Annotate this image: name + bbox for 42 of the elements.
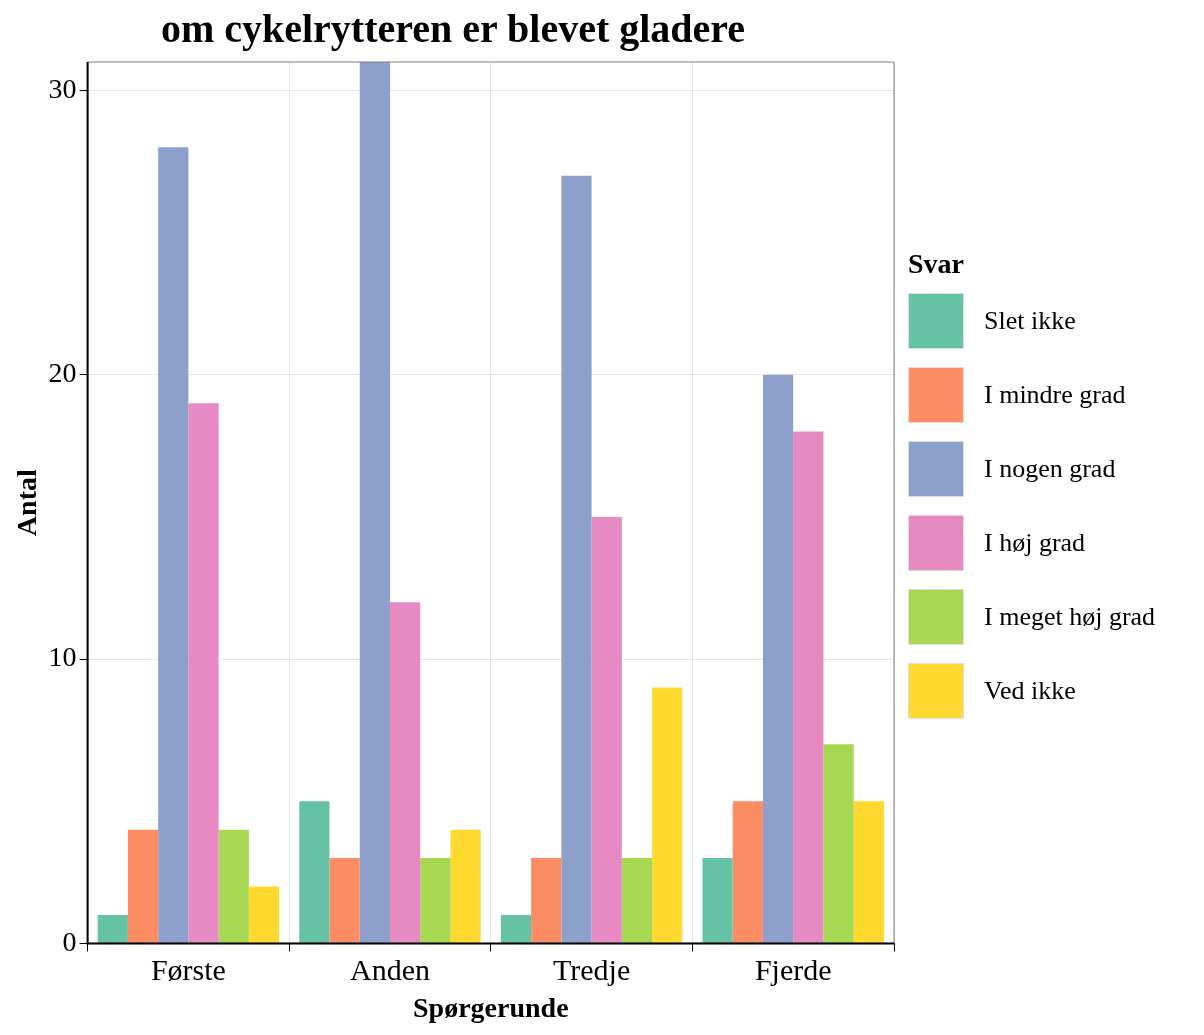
x-tick-label: Første [150,953,226,987]
bar [158,147,189,943]
legend-label: Ved ikke [984,676,1076,706]
legend-label: Slet ikke [984,306,1076,336]
bar [652,687,683,943]
y-tick-label: 30 [48,72,77,104]
bar [702,858,733,943]
bar [762,374,794,943]
bar [732,801,763,943]
legend-label: I mindre grad [984,380,1126,410]
bar [531,858,562,943]
y-axis-title: Antal [11,469,43,537]
legend-label: I meget høj grad [984,602,1156,632]
legend-label: I nogen grad [984,454,1116,484]
y-tick-label: 10 [48,641,77,673]
chart-title: om cykelrytteren er blevet gladere [160,6,746,52]
x-tick-label: Tredje [552,953,631,987]
bar [218,829,249,943]
bar [359,62,390,943]
bar [97,914,128,943]
x-tick-label: Anden [350,953,430,987]
bar [127,829,159,943]
bar [500,914,532,943]
bar [591,516,622,943]
legend-label: I høj grad [984,528,1086,558]
bar [853,801,884,943]
bar [188,403,219,943]
bar [450,829,481,943]
bar [248,886,280,943]
bar [561,175,592,943]
bar [329,858,360,943]
bar [621,858,653,943]
bar [390,602,421,943]
bar [793,431,824,943]
bar [420,858,451,943]
y-tick-label: 20 [48,357,77,389]
bar [299,801,330,943]
y-tick-label: 0 [62,925,77,957]
legend-title: Svar [908,248,965,280]
x-tick-label: Fjerde [754,953,832,987]
bar [823,744,854,943]
x-axis-title: Spørgerunde [413,992,569,1024]
